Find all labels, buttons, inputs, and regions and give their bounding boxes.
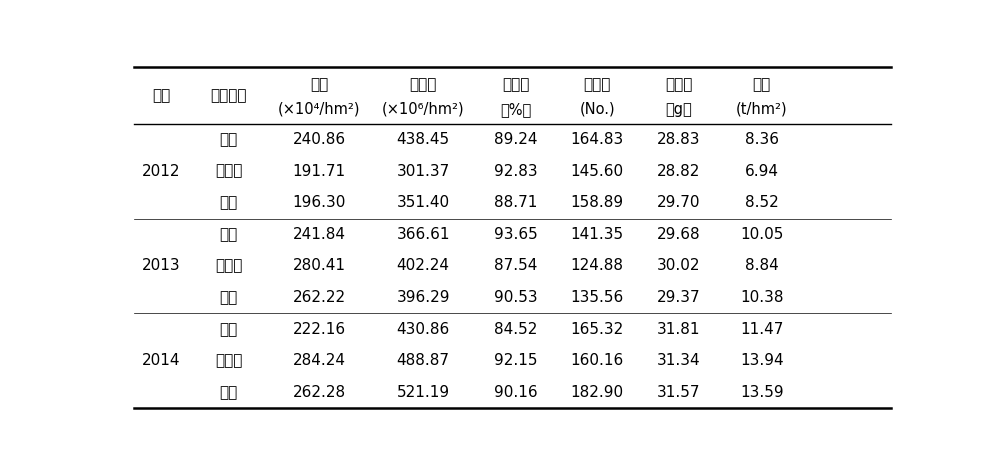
Text: 145.60: 145.60 <box>571 163 624 179</box>
Text: 165.32: 165.32 <box>571 322 624 337</box>
Text: 222.16: 222.16 <box>293 322 346 337</box>
Text: 30.02: 30.02 <box>657 259 700 274</box>
Text: 10.38: 10.38 <box>740 290 783 305</box>
Text: 31.34: 31.34 <box>657 353 700 368</box>
Text: 手插: 手插 <box>219 290 238 305</box>
Text: 351.40: 351.40 <box>397 195 450 210</box>
Text: 机插: 机插 <box>219 322 238 337</box>
Text: 438.45: 438.45 <box>397 132 450 147</box>
Text: 280.41: 280.41 <box>293 259 346 274</box>
Text: 28.82: 28.82 <box>657 163 700 179</box>
Text: 28.83: 28.83 <box>657 132 700 147</box>
Text: 93.65: 93.65 <box>494 227 538 242</box>
Text: 88.71: 88.71 <box>494 195 538 210</box>
Text: （g）: （g） <box>665 102 692 117</box>
Text: 8.52: 8.52 <box>745 195 779 210</box>
Text: （%）: （%） <box>500 102 532 117</box>
Text: 2013: 2013 <box>142 259 181 274</box>
Text: 196.30: 196.30 <box>293 195 346 210</box>
Text: 手插: 手插 <box>219 385 238 400</box>
Text: 488.87: 488.87 <box>397 353 450 368</box>
Text: 262.28: 262.28 <box>293 385 346 400</box>
Text: 284.24: 284.24 <box>293 353 346 368</box>
Text: 穗数: 穗数 <box>310 77 328 92</box>
Text: 年份: 年份 <box>152 88 171 103</box>
Text: 机直播: 机直播 <box>215 163 242 179</box>
Text: 颖花数: 颖花数 <box>410 77 437 92</box>
Text: 84.52: 84.52 <box>494 322 538 337</box>
Text: 141.35: 141.35 <box>571 227 624 242</box>
Text: 191.71: 191.71 <box>293 163 346 179</box>
Text: 11.47: 11.47 <box>740 322 783 337</box>
Text: 240.86: 240.86 <box>293 132 346 147</box>
Text: 124.88: 124.88 <box>571 259 624 274</box>
Text: 521.19: 521.19 <box>397 385 450 400</box>
Text: 164.83: 164.83 <box>571 132 624 147</box>
Text: 10.05: 10.05 <box>740 227 783 242</box>
Text: 8.84: 8.84 <box>745 259 779 274</box>
Text: 机插: 机插 <box>219 132 238 147</box>
Text: 89.24: 89.24 <box>494 132 538 147</box>
Text: 160.16: 160.16 <box>571 353 624 368</box>
Text: 6.94: 6.94 <box>745 163 779 179</box>
Text: (No.): (No.) <box>579 102 615 117</box>
Text: 结实率: 结实率 <box>502 77 530 92</box>
Text: 182.90: 182.90 <box>571 385 624 400</box>
Text: 13.59: 13.59 <box>740 385 784 400</box>
Text: 402.24: 402.24 <box>397 259 450 274</box>
Text: 8.36: 8.36 <box>745 132 779 147</box>
Text: 90.16: 90.16 <box>494 385 538 400</box>
Text: 机插: 机插 <box>219 227 238 242</box>
Text: 手插: 手插 <box>219 195 238 210</box>
Text: 机直播: 机直播 <box>215 353 242 368</box>
Text: 262.22: 262.22 <box>293 290 346 305</box>
Text: 千粒重: 千粒重 <box>665 77 692 92</box>
Text: 13.94: 13.94 <box>740 353 784 368</box>
Text: 366.61: 366.61 <box>396 227 450 242</box>
Text: (t/hm²): (t/hm²) <box>736 102 788 117</box>
Text: 产量: 产量 <box>753 77 771 92</box>
Text: 430.86: 430.86 <box>397 322 450 337</box>
Text: 158.89: 158.89 <box>571 195 624 210</box>
Text: 穗粒数: 穗粒数 <box>584 77 611 92</box>
Text: 31.81: 31.81 <box>657 322 700 337</box>
Text: 29.37: 29.37 <box>657 290 700 305</box>
Text: 29.70: 29.70 <box>657 195 700 210</box>
Text: 135.56: 135.56 <box>571 290 624 305</box>
Text: (×10⁶/hm²): (×10⁶/hm²) <box>382 102 465 117</box>
Text: 87.54: 87.54 <box>494 259 538 274</box>
Text: 31.57: 31.57 <box>657 385 700 400</box>
Text: 2014: 2014 <box>142 353 181 368</box>
Text: 92.83: 92.83 <box>494 163 538 179</box>
Text: 90.53: 90.53 <box>494 290 538 305</box>
Text: 301.37: 301.37 <box>397 163 450 179</box>
Text: 播栽方式: 播栽方式 <box>210 88 247 103</box>
Text: 396.29: 396.29 <box>396 290 450 305</box>
Text: 241.84: 241.84 <box>293 227 346 242</box>
Text: (×10⁴/hm²): (×10⁴/hm²) <box>278 102 360 117</box>
Text: 92.15: 92.15 <box>494 353 538 368</box>
Text: 29.68: 29.68 <box>657 227 700 242</box>
Text: 机直播: 机直播 <box>215 259 242 274</box>
Text: 2012: 2012 <box>142 163 181 179</box>
